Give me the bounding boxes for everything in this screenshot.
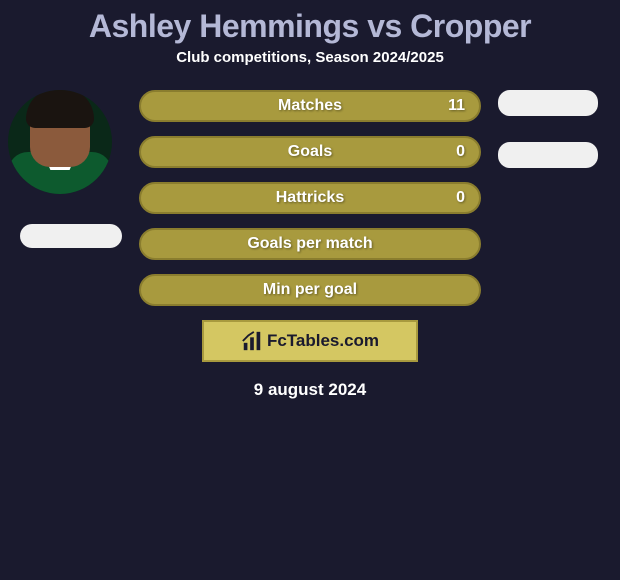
stat-label: Matches <box>278 97 342 115</box>
player-avatar-left <box>8 90 112 194</box>
page-title: Ashley Hemmings vs Cropper <box>0 0 620 49</box>
page-subtitle: Club competitions, Season 2024/2025 <box>0 49 620 90</box>
stat-label: Min per goal <box>263 281 357 299</box>
stat-bar-matches: Matches 11 <box>139 90 481 122</box>
player-pill-right-2 <box>498 142 598 168</box>
branding-text: FcTables.com <box>267 331 379 351</box>
stat-bar-hattricks: Hattricks 0 <box>139 182 481 214</box>
comparison-card: Ashley Hemmings vs Cropper Club competit… <box>0 0 620 400</box>
branding-badge: FcTables.com <box>202 320 418 362</box>
chart-icon <box>241 330 263 352</box>
stat-bar-goals-per-match: Goals per match <box>139 228 481 260</box>
player-pill-right-1 <box>498 90 598 116</box>
stat-label: Hattricks <box>276 189 344 207</box>
content-area: Matches 11 Goals 0 Hattricks 0 Goals per… <box>0 90 620 400</box>
player-name-pill-left <box>20 224 122 248</box>
stat-label: Goals <box>288 143 332 161</box>
avatar-hair <box>26 90 94 128</box>
stat-bar-goals: Goals 0 <box>139 136 481 168</box>
stat-value: 11 <box>448 97 465 115</box>
stat-value: 0 <box>456 189 465 207</box>
stat-value: 0 <box>456 143 465 161</box>
stats-column: Matches 11 Goals 0 Hattricks 0 Goals per… <box>139 90 481 400</box>
date-footer: 9 august 2024 <box>139 362 481 400</box>
stat-label: Goals per match <box>247 235 372 253</box>
stat-bar-min-per-goal: Min per goal <box>139 274 481 306</box>
